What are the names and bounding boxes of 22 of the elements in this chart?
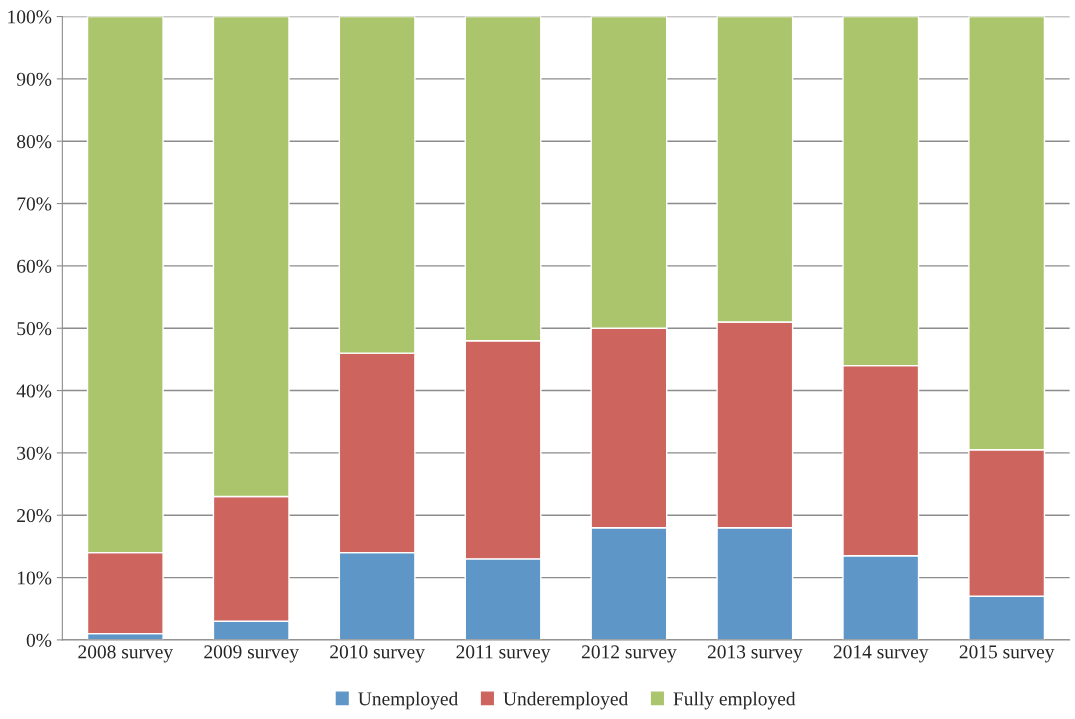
x-tick-label: 2014 survey: [833, 645, 929, 663]
y-tick-label: 60%: [17, 259, 52, 273]
x-tick-label: 2009 survey: [204, 645, 299, 663]
legend-label: Unemployed: [358, 691, 459, 710]
x-tick-label: 2013 survey: [707, 645, 803, 663]
y-tick-label: 10%: [18, 571, 52, 585]
x-tick-label: 2010 survey: [330, 645, 425, 663]
y-tick-label: 20%: [17, 509, 52, 523]
x-tick-label: 2012 survey: [582, 645, 677, 663]
y-tick-label: 80%: [17, 135, 52, 149]
legend-label: Fully employed: [673, 691, 796, 710]
x-tick-label: 2015 survey: [959, 645, 1055, 663]
y-tick-label: 100%: [8, 10, 52, 24]
legend-label: Underemployed: [503, 691, 628, 710]
x-tick-label: 2008 survey: [78, 645, 174, 663]
y-tick-label: 0%: [26, 633, 52, 647]
y-tick-label: 50%: [17, 322, 52, 336]
y-tick-label: 90%: [16, 72, 52, 86]
x-tick-label: 2011 survey: [456, 645, 551, 663]
y-tick-label: 40%: [16, 384, 52, 398]
y-tick-label: 30%: [17, 446, 52, 460]
y-tick-label: 70%: [17, 197, 52, 211]
